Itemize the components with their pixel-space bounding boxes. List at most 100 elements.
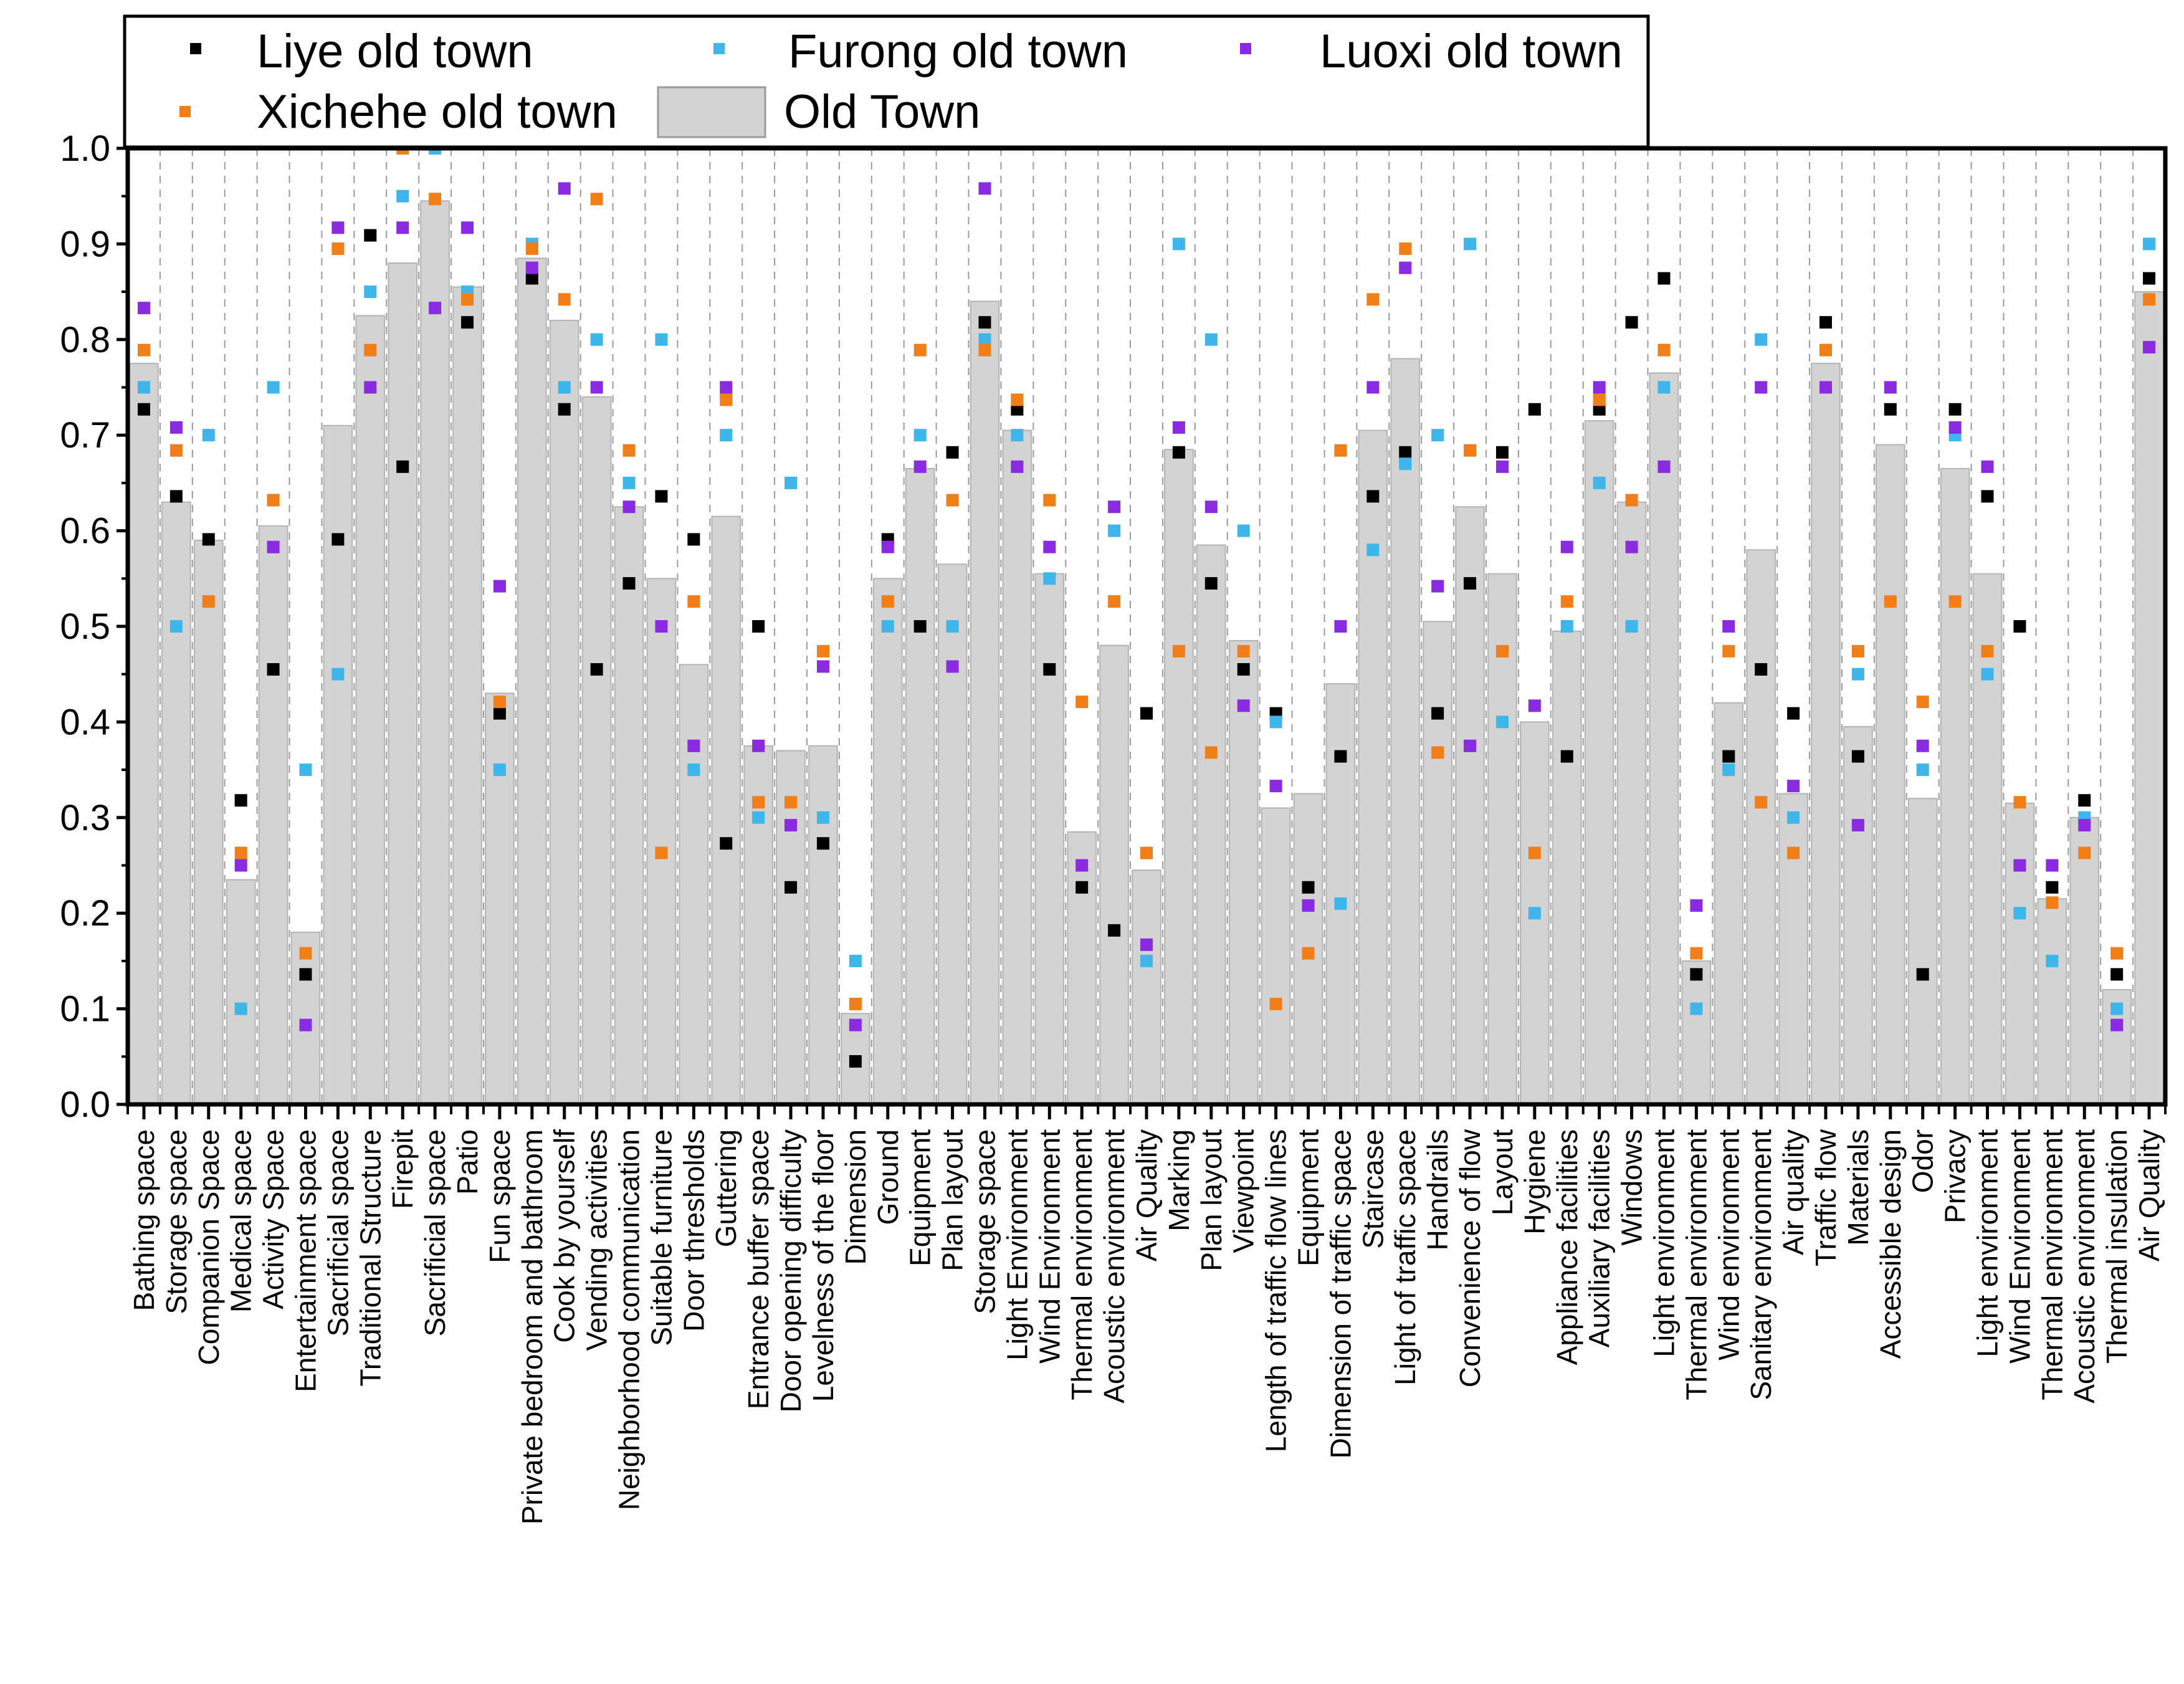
point-furong-old-town [169, 620, 183, 633]
point-liye-old-town [396, 460, 409, 473]
point-furong-old-town [1011, 429, 1024, 442]
x-tick-label: Air Quality [2133, 1129, 2165, 1261]
x-tick-label: Dimension of traffic space [1324, 1129, 1357, 1458]
point-xichehe-old-town [1722, 644, 1735, 658]
point-furong-old-town [784, 476, 798, 489]
bar [2134, 291, 2164, 1106]
y-tick-label: 0.3 [60, 798, 110, 838]
x-tick-label: Door thresholds [677, 1129, 710, 1332]
bar [1972, 573, 2003, 1105]
x-tick-label: Accessible design [1874, 1129, 1907, 1359]
point-furong-old-town [493, 763, 506, 777]
bar [1261, 807, 1291, 1105]
x-tick-label: Acoustic environment [1098, 1129, 1130, 1404]
point-liye-old-town [590, 663, 603, 676]
point-xichehe-old-town [137, 343, 150, 356]
point-furong-old-town [267, 381, 280, 394]
point-luoxi-old-town [1431, 580, 1444, 593]
x-tick-label: Equipment [1292, 1129, 1325, 1266]
point-luoxi-old-town [784, 819, 798, 832]
point-liye-old-town [946, 446, 959, 459]
point-luoxi-old-town [1851, 819, 1864, 832]
point-xichehe-old-town [1108, 595, 1121, 608]
point-luoxi-old-town [655, 620, 668, 633]
legend-label-xichehe: Xichehe old town [257, 85, 618, 138]
x-tick-label: Thermal environment [1066, 1129, 1098, 1400]
point-furong-old-town [1625, 620, 1638, 633]
point-luoxi-old-town [299, 1018, 312, 1031]
point-liye-old-town [1464, 576, 1477, 590]
x-tick-label: Storage space [160, 1129, 193, 1314]
point-liye-old-town [816, 837, 829, 850]
legend: Liye old town Furong old town Luoxi old … [123, 14, 1650, 149]
bar [1132, 869, 1161, 1106]
x-tick-label: Air quality [1777, 1129, 1810, 1255]
point-luoxi-old-town [1366, 381, 1380, 394]
point-luoxi-old-town [234, 859, 247, 872]
point-xichehe-old-town [1366, 293, 1380, 306]
point-xichehe-old-town [622, 444, 636, 457]
point-liye-old-town [1495, 446, 1509, 459]
x-tick-label: Odor [1907, 1129, 1939, 1193]
point-xichehe-old-town [752, 796, 765, 809]
point-xichehe-old-town [1560, 595, 1573, 608]
point-luoxi-old-town [1560, 540, 1573, 553]
point-liye-old-town [1334, 750, 1347, 763]
point-xichehe-old-town [2013, 796, 2026, 809]
point-xichehe-old-town [1787, 846, 1800, 859]
x-tick-label: Sacrificial space [322, 1129, 354, 1336]
x-tick-label: Layout [1486, 1129, 1519, 1215]
x-tick-label: Air Quality [1130, 1129, 1163, 1261]
bar [1681, 960, 1712, 1106]
bar [905, 467, 935, 1105]
point-liye-old-town [913, 620, 927, 633]
point-xichehe-old-town [1075, 696, 1089, 709]
point-furong-old-town [1366, 543, 1380, 557]
bar [937, 563, 968, 1105]
x-tick-label: Medical space [225, 1129, 257, 1313]
point-furong-old-town [881, 620, 894, 633]
point-furong-old-town [1269, 715, 1282, 729]
point-furong-old-town [1464, 237, 1477, 251]
point-liye-old-town [1819, 316, 1832, 329]
point-xichehe-old-town [1528, 846, 1541, 859]
x-tick-label: Neighborhood communication [613, 1129, 646, 1510]
y-tick-label: 0.1 [60, 989, 110, 1030]
legend-frame [123, 14, 1650, 149]
x-tick-label: Marking [1163, 1129, 1195, 1232]
point-luoxi-old-town [429, 302, 442, 315]
point-luoxi-old-town [1269, 780, 1282, 793]
point-xichehe-old-town [2143, 293, 2156, 306]
point-liye-old-town [1851, 750, 1864, 763]
legend-label-liye: Liye old town [257, 25, 533, 78]
point-xichehe-old-town [1755, 796, 1768, 809]
point-furong-old-town [1787, 811, 1800, 824]
point-luoxi-old-town [1302, 899, 1315, 912]
x-tick-label: Traditional Structure [354, 1129, 386, 1386]
bar [1811, 363, 1841, 1105]
point-furong-old-town [1237, 524, 1250, 537]
point-furong-old-town [590, 333, 603, 346]
point-luoxi-old-town [558, 182, 571, 195]
bar [711, 515, 742, 1105]
y-tick-label: 0.2 [60, 893, 110, 934]
legend-marker-luoxi [1240, 43, 1251, 54]
y-tick-label: 0.4 [60, 702, 110, 742]
legend-marker-xichehe [179, 106, 191, 117]
point-liye-old-town [1593, 403, 1606, 416]
bar [517, 257, 547, 1105]
x-tick-label: Traffic flow [1810, 1129, 1842, 1266]
point-liye-old-town [1755, 663, 1768, 676]
point-furong-old-town [299, 763, 312, 777]
bar [1552, 630, 1582, 1105]
point-luoxi-old-town [622, 500, 636, 514]
x-tick-label: Bathing space [128, 1129, 160, 1311]
x-tick-label: Ground [872, 1129, 904, 1225]
point-liye-old-town [137, 403, 150, 416]
point-liye-old-town [655, 490, 668, 503]
point-luoxi-old-town [1528, 699, 1541, 712]
point-furong-old-town [331, 667, 345, 681]
point-xichehe-old-town [1948, 595, 1962, 608]
point-furong-old-town [816, 811, 829, 824]
point-xichehe-old-town [1334, 444, 1347, 457]
